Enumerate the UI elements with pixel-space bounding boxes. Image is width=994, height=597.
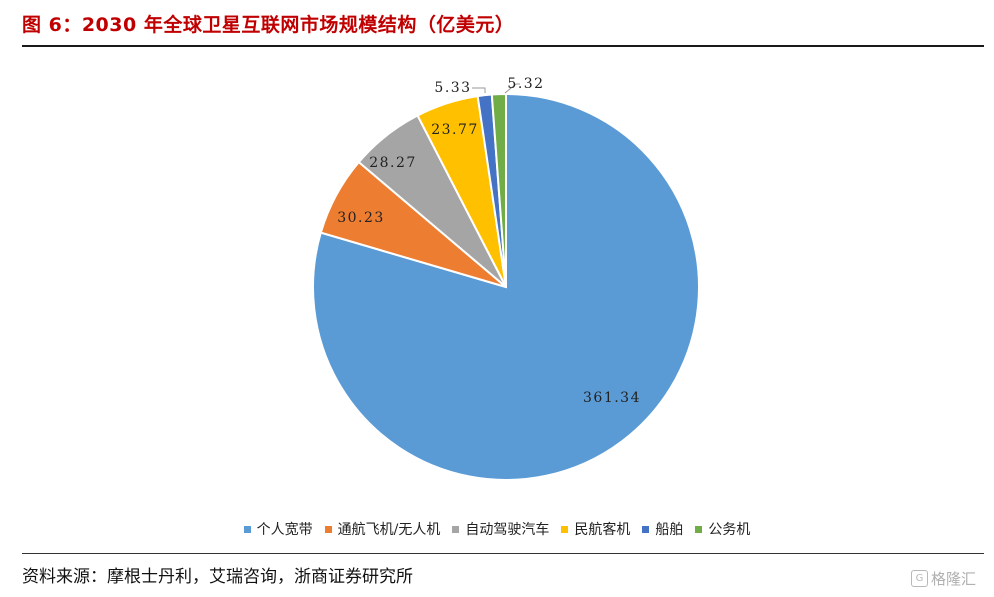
legend-item-0: 个人宽带 <box>243 519 313 539</box>
legend-label-3: 民航客机 <box>574 522 631 538</box>
legend-swatch-3 <box>561 525 569 533</box>
legend-swatch-2 <box>452 525 460 533</box>
legend-item-5: 公务机 <box>695 519 750 539</box>
leader-line-4 <box>472 87 486 93</box>
source-rule <box>22 553 984 554</box>
data-label-5: 5.32 <box>507 76 544 92</box>
legend-item-3: 民航客机 <box>561 519 630 539</box>
legend-item-4: 船舶 <box>642 519 683 539</box>
title-rule <box>22 45 984 47</box>
legend-label-4: 船舶 <box>655 522 684 538</box>
legend-swatch-4 <box>642 525 650 533</box>
legend-label-0: 个人宽带 <box>256 522 313 538</box>
pie-slice-5 <box>490 92 507 288</box>
data-label-4: 5.33 <box>434 80 471 96</box>
chart-legend: 个人宽带 通航飞机/无人机 自动驾驶汽车 民航客机 船舶 公务机 <box>0 519 994 539</box>
legend-swatch-0 <box>243 525 251 533</box>
data-label-2: 28.27 <box>369 155 417 171</box>
legend-swatch-5 <box>695 525 703 533</box>
legend-item-2: 自动驾驶汽车 <box>452 519 549 539</box>
legend-label-5: 公务机 <box>708 522 751 538</box>
leader-line-5 <box>504 83 520 94</box>
data-label-3: 23.77 <box>431 122 479 138</box>
figure-title: 图 6：2030 年全球卫星互联网市场规模结构（亿美元） <box>22 14 515 36</box>
g-logo-icon: G <box>910 570 928 587</box>
pie-chart: 361.34 30.23 28.27 23.77 5.33 5.32 <box>312 76 700 481</box>
legend-swatch-1 <box>324 525 332 533</box>
pie-slice-0 <box>312 92 700 481</box>
legend-item-1: 通航飞机/无人机 <box>324 519 441 539</box>
legend-label-1: 通航飞机/无人机 <box>337 522 441 538</box>
data-label-1: 30.23 <box>337 210 385 226</box>
legend-label-2: 自动驾驶汽车 <box>465 522 550 538</box>
watermark: G 格隆汇 <box>910 568 976 589</box>
data-label-0: 361.34 <box>583 390 641 406</box>
watermark-text: 格隆汇 <box>930 570 976 588</box>
source-note: 资料来源：摩根士丹利，艾瑞咨询，浙商证券研究所 <box>22 567 413 587</box>
